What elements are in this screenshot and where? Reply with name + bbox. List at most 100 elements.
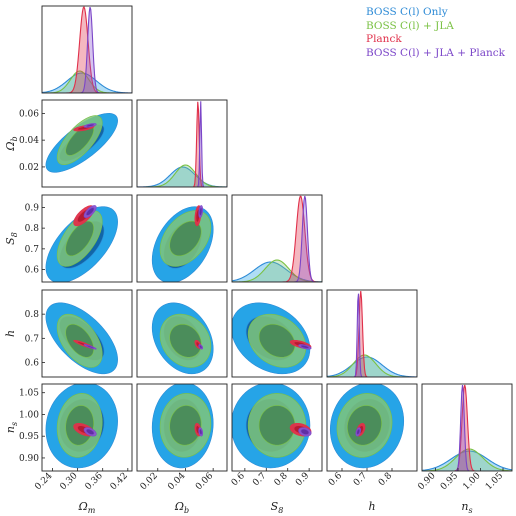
- panel-frame: [41, 5, 133, 94]
- marginal-fill-3: [232, 196, 322, 282]
- panel-h-S8: [232, 302, 312, 375]
- contour-inner-1: [169, 220, 202, 257]
- marginal-line-0: [42, 72, 132, 93]
- x-tick-label: 0.7: [352, 471, 369, 488]
- panel-frame: [136, 383, 228, 472]
- x-tick-label: 0.42: [109, 471, 130, 492]
- panel-h-Ωm: [45, 302, 118, 375]
- panel-frame: [231, 383, 323, 472]
- y-axis-label: S8: [4, 232, 19, 245]
- x-tick-label: 0.90: [416, 471, 437, 492]
- marginal-fill-3: [42, 7, 132, 93]
- panel-frame: [231, 194, 323, 283]
- contour-inner-3: [86, 207, 95, 216]
- legend-entry-combined: BOSS C(l) + JLA + Planck: [366, 46, 506, 59]
- x-axis-label: S8: [271, 500, 284, 515]
- y-tick-label: 0.95: [19, 432, 39, 442]
- y-axis-label: Ωb: [4, 136, 19, 151]
- marginal-line-0: [232, 261, 322, 282]
- panel-ns-h: [329, 384, 405, 469]
- contour-inner-1: [169, 323, 202, 358]
- y-tick-label: 0.8: [25, 224, 40, 234]
- panel-frame: [136, 194, 228, 283]
- x-tick-label: 0.7: [251, 471, 268, 488]
- x-tick-label: 0.9: [294, 471, 311, 488]
- contour-inner-3: [300, 428, 310, 435]
- contour-inner-1: [65, 323, 94, 358]
- marginal-fill-1: [327, 355, 417, 377]
- legend-entry-boss: BOSS C(l) Only: [366, 6, 448, 18]
- panel-ns-Ωm: [45, 384, 118, 469]
- marginal-line-2: [42, 6, 132, 93]
- y-tick-label: 1.00: [19, 410, 39, 420]
- panel-ns-Ωb: [151, 384, 214, 469]
- panel-frame: [41, 289, 133, 378]
- x-tick-label: 0.6: [230, 471, 247, 488]
- legend-entry-boss-jla: BOSS C(l) + JLA: [366, 19, 454, 32]
- panel-frame: [41, 99, 133, 188]
- x-tick-label: 1.05: [484, 471, 505, 492]
- panel-S8-Ωm: [45, 205, 118, 282]
- panel-S8-S8: [232, 195, 322, 282]
- x-tick-label: 0.06: [194, 471, 215, 492]
- panel-frame: [326, 383, 418, 472]
- y-tick-label: 0.06: [19, 109, 39, 119]
- contour-inner-1: [258, 405, 296, 446]
- marginal-line-2: [232, 195, 322, 282]
- y-tick-label: 0.8: [25, 310, 40, 320]
- marginal-fill-1: [232, 260, 322, 282]
- panel-frame: [41, 194, 133, 283]
- panel-frame: [41, 383, 133, 472]
- marginal-fill-0: [422, 451, 512, 471]
- panel-frame: [326, 289, 418, 378]
- marginal-line-1: [422, 448, 512, 471]
- panel-Ωb-Ωm: [45, 113, 118, 173]
- contour-inner-3: [199, 345, 203, 349]
- contour-inner-3: [86, 123, 95, 127]
- contour-inner-3: [356, 428, 361, 435]
- y-tick-label: 0.6: [25, 359, 40, 369]
- marginal-line-3: [232, 195, 322, 282]
- x-tick-label: 0.24: [33, 471, 54, 492]
- panel-ns-ns: [422, 384, 512, 471]
- x-axis-label: Ωm: [78, 500, 96, 515]
- legend-entry-planck: Planck: [366, 33, 402, 45]
- legend: BOSS C(l) Only BOSS C(l) + JLA Planck BO…: [366, 6, 505, 60]
- marginal-line-3: [422, 384, 512, 471]
- contour-inner-1: [258, 323, 296, 358]
- contour-inner-1: [169, 405, 202, 446]
- panel-S8-Ωb: [151, 205, 214, 282]
- marginal-fill-0: [137, 167, 227, 187]
- marginal-fill-0: [232, 262, 322, 282]
- y-tick-label: 0.04: [19, 136, 39, 146]
- x-tick-label: 0.95: [439, 471, 460, 492]
- x-tick-label: 0.36: [84, 471, 105, 492]
- x-tick-label: 0.6: [327, 471, 344, 488]
- x-tick-label: 0.8: [377, 471, 394, 488]
- y-tick-label: 0.7: [25, 334, 40, 344]
- panel-frame: [421, 383, 513, 472]
- marginal-line-1: [232, 259, 322, 282]
- marginal-fill-2: [232, 196, 322, 282]
- x-tick-label: 0.02: [139, 471, 160, 492]
- panel-h-h: [327, 290, 417, 377]
- y-axis-label: ns: [4, 422, 19, 433]
- x-axis-label: ns: [461, 500, 472, 515]
- contour-inner-3: [86, 345, 95, 349]
- contour-inner-1: [65, 220, 94, 257]
- y-tick-label: 0.02: [19, 163, 39, 173]
- marginal-line-0: [327, 356, 417, 377]
- x-axis-label: h: [368, 500, 375, 513]
- x-axis-label: Ωb: [174, 500, 189, 515]
- panel-frame: [136, 99, 228, 188]
- y-axis-label: h: [4, 330, 17, 337]
- x-tick-label: 0.30: [58, 471, 79, 492]
- x-tick-label: 1.00: [461, 471, 482, 492]
- contour-inner-3: [199, 428, 203, 435]
- x-tick-label: 0.04: [166, 471, 187, 492]
- panel-Ωm-Ωm: [42, 6, 132, 93]
- contour-inner-3: [199, 207, 203, 216]
- marginal-line-3: [42, 6, 132, 93]
- x-tick-label: 0.8: [273, 471, 290, 488]
